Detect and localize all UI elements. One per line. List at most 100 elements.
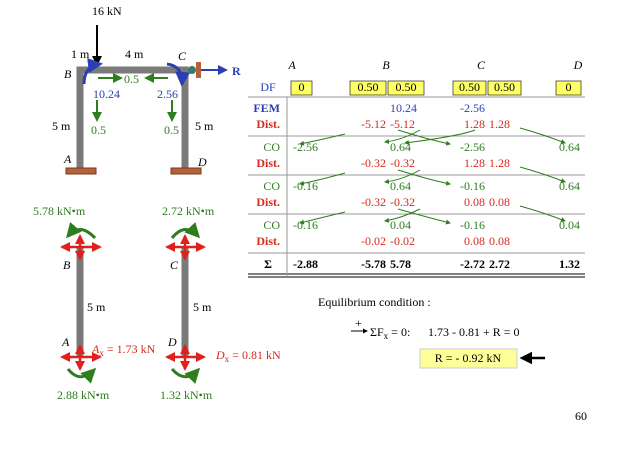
cell: -2.56 <box>293 140 318 154</box>
row-label: Dist. <box>256 195 280 209</box>
cell: -0.16 <box>460 179 485 193</box>
equilibrium: Equilibrium condition : + ΣFx = 0: 1.73 … <box>318 295 545 369</box>
sum-cell: 5.78 <box>390 257 411 271</box>
height-label: 5 m <box>195 119 214 133</box>
cell: -0.32 <box>390 156 415 170</box>
moment-label: 1.32 kN•m <box>160 388 213 402</box>
pin-support <box>196 62 201 78</box>
value: = 1.73 kN <box>104 342 156 356</box>
subscript: x <box>225 354 230 364</box>
df-value: 0.50 <box>459 80 480 94</box>
joint-header: C <box>477 58 486 72</box>
co-label: 0.5 <box>164 123 179 137</box>
joint-label: B <box>64 67 72 81</box>
fem-label: 2.56 <box>157 87 178 101</box>
subscript: x <box>384 331 389 341</box>
length-label: 5 m <box>87 300 106 314</box>
df-value: 0 <box>566 80 572 94</box>
row-label: CO <box>263 179 280 193</box>
symbol: ΣF <box>370 325 384 339</box>
support-a <box>65 167 97 175</box>
sum-equation: ΣFx = 0: <box>370 325 410 341</box>
carry-over-arrows <box>299 127 566 225</box>
cell: -0.16 <box>293 218 318 232</box>
joint-header: A <box>287 58 296 72</box>
equilibrium-title: Equilibrium condition : <box>318 295 431 309</box>
cell: -5.12 <box>390 117 415 131</box>
frame-members <box>76 66 189 168</box>
fem-label: 10.24 <box>93 87 120 101</box>
cell: 0.64 <box>559 140 580 154</box>
moment-distribution-table: A B C D DF 0 0.50 0.50 0.50 0.50 0 FEM 10.24 -2.56 Dis… <box>248 58 585 278</box>
row-label: FEM <box>253 101 280 115</box>
result-box <box>419 348 518 369</box>
row-label: DF <box>260 80 276 94</box>
cell: 0.04 <box>390 218 411 232</box>
df-box <box>387 80 425 96</box>
symbol: A <box>91 342 100 356</box>
cell: -0.32 <box>361 156 386 170</box>
cell: 0.08 <box>464 195 485 209</box>
pin-c <box>188 66 196 74</box>
sum-cell: -5.78 <box>361 257 386 271</box>
sum-cell: 2.72 <box>489 257 510 271</box>
joint-header: B <box>382 58 390 72</box>
cell: 0.08 <box>489 195 510 209</box>
cell: -0.32 <box>390 195 415 209</box>
cell: -2.56 <box>460 101 485 115</box>
joint-label: A <box>63 152 72 166</box>
value: = 0.81 kN <box>229 348 281 362</box>
cell: 0.64 <box>390 179 411 193</box>
cell: 0.64 <box>559 179 580 193</box>
df-label: 0.5 <box>124 72 139 86</box>
dim-label: 1 m <box>71 47 90 61</box>
cell: 0.04 <box>559 218 580 232</box>
cell: -2.56 <box>460 140 485 154</box>
equation: 1.73 - 0.81 + R = 0 <box>428 325 520 339</box>
load-label: 16 kN <box>92 4 122 18</box>
row-label: CO <box>263 218 280 232</box>
df-value: 0.50 <box>494 80 515 94</box>
fem-arrow-c <box>166 62 191 87</box>
joint-label: C <box>178 49 187 63</box>
joint-header: D <box>573 58 583 72</box>
page-number: 60 <box>575 409 587 423</box>
height-label: 5 m <box>52 119 71 133</box>
length-label: 5 m <box>193 300 212 314</box>
row-label: Dist. <box>256 156 280 170</box>
cell: 1.28 <box>489 156 510 170</box>
fem-arrow-b <box>82 58 103 85</box>
df-box <box>452 80 487 96</box>
row-label: CO <box>263 140 280 154</box>
joint-label: B <box>63 258 71 272</box>
df-value: 0 <box>299 80 305 94</box>
joint-label: C <box>170 258 179 272</box>
moment-arrows <box>66 222 201 384</box>
sum-cell: -2.72 <box>460 257 485 271</box>
rest: = 0: <box>388 325 410 339</box>
df-box <box>487 80 522 96</box>
cell: -0.02 <box>361 234 386 248</box>
cell: 1.28 <box>489 117 510 131</box>
cell: 0.64 <box>390 140 411 154</box>
cell: -5.12 <box>361 117 386 131</box>
cell: -0.16 <box>293 179 318 193</box>
df-box <box>290 80 313 96</box>
df-box <box>555 80 582 96</box>
cell: 0.08 <box>464 234 485 248</box>
reaction-ax: Ax = 1.73 kN <box>91 342 156 358</box>
row-label: Dist. <box>256 117 280 131</box>
joint-label: D <box>197 155 207 169</box>
sum-cell: -2.88 <box>293 257 318 271</box>
symbol: D <box>215 348 225 362</box>
free-body-diagram: 5.78 kN•m 2.72 kN•m B C 5 m 5 m A D Ax =… <box>33 204 281 402</box>
sign: + <box>355 316 362 330</box>
cell: -0.32 <box>361 195 386 209</box>
moment-label: 2.72 kN•m <box>162 204 215 218</box>
reaction-dx: Dx = 0.81 kN <box>215 348 281 364</box>
df-value: 0.50 <box>396 80 417 94</box>
reaction-label: R <box>232 64 241 78</box>
dim-label: 4 m <box>125 47 144 61</box>
row-label: Σ <box>264 257 272 271</box>
